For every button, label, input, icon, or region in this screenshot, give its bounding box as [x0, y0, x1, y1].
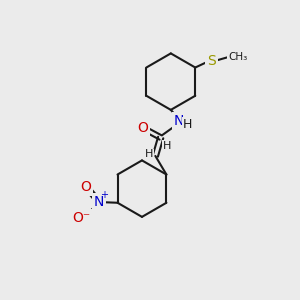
Text: N: N: [174, 114, 184, 128]
Text: +: +: [100, 190, 108, 200]
Text: N: N: [94, 195, 104, 209]
Text: H: H: [163, 141, 171, 151]
Text: H: H: [145, 149, 154, 160]
Text: O: O: [137, 121, 148, 135]
Text: CH₃: CH₃: [228, 52, 248, 62]
Text: S: S: [207, 54, 216, 68]
Text: O⁻: O⁻: [72, 211, 90, 225]
Text: O: O: [80, 180, 91, 194]
Text: H: H: [183, 118, 192, 131]
